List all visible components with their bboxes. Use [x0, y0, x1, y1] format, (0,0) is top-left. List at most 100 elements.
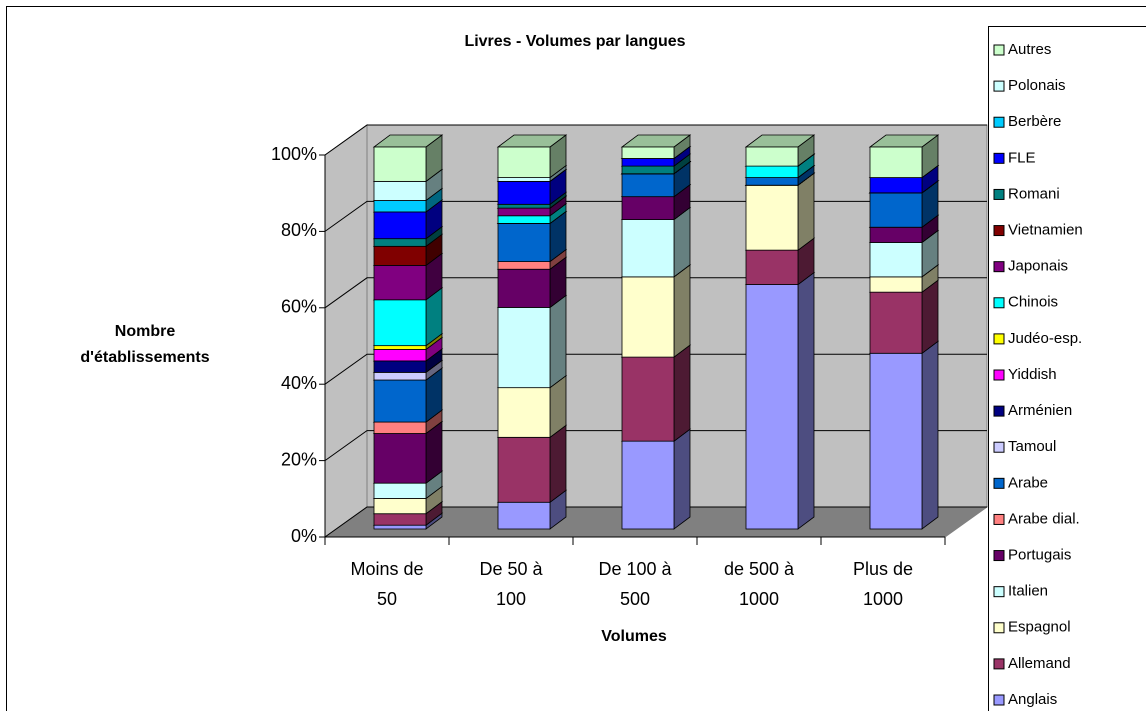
bar — [373, 482, 427, 499]
bar — [373, 265, 427, 301]
bar — [869, 276, 923, 293]
legend-label: Allemand — [1008, 655, 1071, 672]
bar — [497, 307, 551, 389]
bar-side — [921, 279, 939, 355]
legend-swatch — [993, 694, 1005, 706]
bar — [745, 184, 799, 251]
legend-label: Vietnamien — [1008, 222, 1083, 239]
legend-swatch — [993, 116, 1005, 128]
legend-swatch — [993, 369, 1005, 381]
legend-swatch — [993, 44, 1005, 56]
bar — [497, 177, 551, 182]
bar — [621, 440, 675, 530]
grid-line — [324, 124, 987, 156]
legend-label: Japonais — [1008, 258, 1068, 275]
bar — [621, 196, 675, 220]
side-wall — [324, 124, 368, 538]
bar — [373, 524, 427, 530]
bar — [373, 345, 427, 350]
bar — [373, 245, 427, 266]
bar — [373, 299, 427, 347]
legend-label: FLE — [1008, 149, 1036, 166]
y-tick-label: 40% — [281, 373, 317, 393]
legend-label: Judéo-esp. — [1008, 330, 1082, 347]
bar-side — [549, 424, 567, 504]
bar — [869, 352, 923, 530]
legend-label: Chinois — [1008, 294, 1058, 311]
bar — [869, 226, 923, 243]
x-tick-label: De 100 à 500 — [598, 559, 672, 609]
x-tick-label: de 500 à 1000 — [724, 559, 795, 609]
bar — [497, 268, 551, 308]
bar — [745, 249, 799, 285]
y-tick-label: 100% — [271, 144, 317, 164]
bar — [497, 207, 551, 217]
legend-swatch — [993, 333, 1005, 345]
y-tick-label: 80% — [281, 220, 317, 240]
legend-swatch — [993, 441, 1005, 453]
x-tick-label: De 50 à 100 — [479, 559, 543, 609]
bar — [745, 177, 799, 186]
bar — [869, 242, 923, 278]
bar — [621, 158, 675, 167]
bar — [373, 211, 427, 240]
bar — [373, 433, 427, 484]
legend-swatch — [993, 622, 1005, 634]
bar — [745, 284, 799, 530]
legend-swatch — [993, 477, 1005, 489]
legend-label: Yiddish — [1008, 366, 1057, 383]
legend-label: Anglais — [1008, 691, 1057, 708]
bar — [869, 291, 923, 354]
legend-swatch — [993, 261, 1005, 273]
bar-side — [673, 428, 691, 530]
bar — [497, 180, 551, 205]
legend-label: Espagnol — [1008, 619, 1071, 636]
bar — [497, 387, 551, 438]
bar — [745, 146, 799, 167]
legend-label: Romani — [1008, 185, 1060, 202]
bar — [373, 513, 427, 526]
legend-swatch — [993, 586, 1005, 598]
legend-swatch — [993, 658, 1005, 670]
bar — [497, 501, 551, 530]
legend-label: Portugais — [1008, 547, 1071, 564]
x-tick-label: Moins de 50 — [350, 559, 423, 609]
bar-side — [673, 264, 691, 358]
legend-label: Italien — [1008, 583, 1048, 600]
bar — [373, 360, 427, 373]
bar — [621, 165, 675, 175]
y-tick-label: 0% — [291, 526, 317, 546]
bar-side — [797, 271, 815, 530]
bar — [497, 261, 551, 270]
bar — [497, 215, 551, 224]
bar — [869, 192, 923, 228]
bar — [745, 165, 799, 178]
bar — [497, 203, 551, 209]
bar — [373, 379, 427, 423]
bar — [373, 180, 427, 201]
bar-side — [673, 344, 691, 442]
legend-swatch — [993, 550, 1005, 562]
bar — [373, 349, 427, 362]
bar — [621, 146, 675, 159]
legend-label: Autres — [1008, 41, 1051, 58]
y-axis-title: Nombre d'établissements — [80, 323, 209, 366]
x-tick-label: Plus de 1000 — [853, 559, 913, 609]
legend-label: Tamoul — [1008, 438, 1056, 455]
legend-label: Polonais — [1008, 77, 1066, 94]
legend-swatch — [993, 152, 1005, 164]
bar — [373, 421, 427, 434]
bar — [621, 219, 675, 278]
bar — [497, 146, 551, 178]
x-axis-title: Volumes — [601, 628, 667, 645]
legend-swatch — [993, 513, 1005, 525]
legend-label: Arabe — [1008, 474, 1048, 491]
y-tick-label: 20% — [281, 449, 317, 469]
bar — [869, 146, 923, 178]
legend-label: Arménien — [1008, 402, 1072, 419]
bar — [373, 200, 427, 213]
bar-side — [921, 340, 939, 530]
legend-swatch — [993, 225, 1005, 237]
bar — [497, 436, 551, 503]
